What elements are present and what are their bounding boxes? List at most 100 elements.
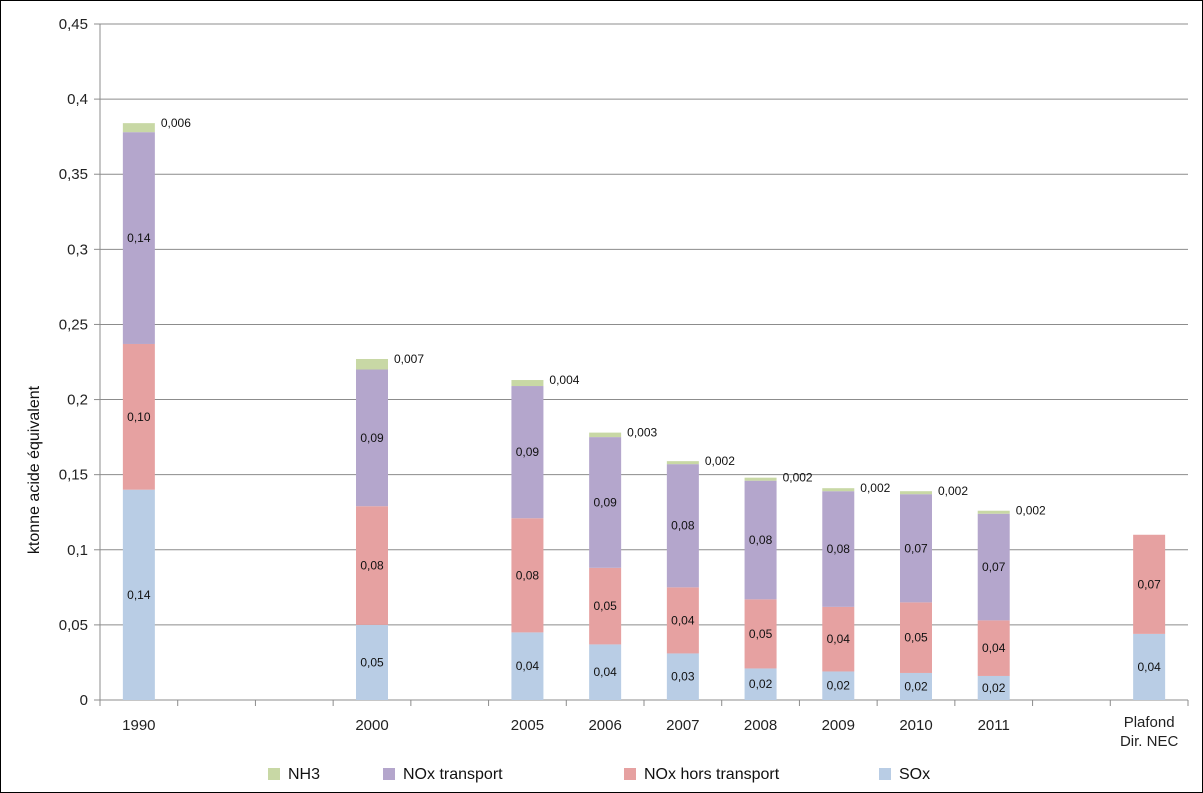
data-label: 0,02	[904, 679, 928, 693]
y-tick-label: 0,45	[59, 16, 88, 33]
bar-segment-nox-transport	[511, 386, 544, 519]
data-label: 0,07	[1137, 577, 1161, 591]
data-label-nh3: 0,002	[705, 454, 735, 468]
data-label: 0,09	[593, 495, 617, 509]
y-tick-label: 0,15	[59, 467, 88, 484]
x-tick-label: 2008	[744, 717, 777, 734]
bar-segment-nox-transport	[900, 494, 932, 603]
x-tick-label: 2000	[355, 717, 388, 734]
y-tick-label: 0,35	[59, 166, 88, 183]
x-tick-label: 2007	[666, 717, 699, 734]
bar-segment-nox-hors-transport	[744, 599, 777, 669]
data-label: 0,07	[904, 541, 928, 555]
bar-segment-nox-hors-transport	[1133, 534, 1166, 634]
data-label: 0,08	[671, 519, 695, 533]
legend-swatch-nox-hors-transport	[624, 768, 636, 780]
data-label: 0,04	[593, 665, 617, 679]
data-label: 0,04	[982, 641, 1006, 655]
data-label: 0,05	[749, 627, 773, 641]
bar-segment-nox-hors-transport	[977, 620, 1010, 676]
data-label: 0,04	[1137, 660, 1161, 674]
bar-segment-nox-transport	[744, 480, 777, 600]
data-label-nh3: 0,002	[783, 471, 813, 485]
x-tick-label: 2006	[588, 717, 621, 734]
data-label-nh3: 0,006	[161, 116, 191, 130]
bar-segment-sox	[589, 644, 622, 700]
data-label-nh3: 0,002	[1016, 504, 1046, 518]
bar-segment-sox	[900, 672, 932, 700]
data-label: 0,08	[360, 559, 384, 573]
data-label: 0,14	[127, 231, 151, 245]
data-label: 0,05	[360, 655, 384, 669]
data-label: 0,09	[516, 445, 540, 459]
x-tick-label: 2010	[899, 717, 932, 734]
y-tick-label: 0,05	[59, 617, 88, 634]
y-tick-label: 0,2	[67, 392, 88, 409]
data-label: 0,10	[127, 410, 151, 424]
data-label: 0,05	[593, 599, 617, 613]
data-label-nh3: 0,007	[394, 352, 424, 366]
bar-segment-nh3	[589, 432, 622, 438]
data-label: 0,04	[671, 613, 695, 627]
bar-segment-sox	[822, 671, 855, 700]
data-label: 0,02	[749, 677, 773, 691]
data-label: 0,14	[127, 588, 151, 602]
bar-segment-nh3	[900, 491, 932, 495]
x-tick-label: 2005	[511, 717, 544, 734]
x-tick-label: 2011	[978, 717, 1010, 734]
bar-segment-nox-hors-transport	[511, 518, 544, 633]
x-tick-label: 2009	[822, 717, 855, 734]
bar-segment-sox	[666, 653, 699, 700]
bar-segment-nox-hors-transport	[822, 606, 855, 672]
legend-label: NOx hors transport	[644, 766, 780, 783]
data-label-nh3: 0,002	[860, 481, 890, 495]
legend-label: NH3	[288, 766, 320, 783]
data-label: 0,08	[516, 568, 540, 582]
data-label-nh3: 0,003	[627, 426, 657, 440]
bar-segment-nox-hors-transport	[666, 587, 699, 654]
x-tick-label: 1990	[122, 717, 155, 734]
bar-segment-nh3	[356, 358, 388, 370]
bar-segment-sox	[356, 624, 388, 700]
bar-segment-sox	[1133, 633, 1166, 700]
bar-segment-nox-transport	[356, 369, 388, 507]
data-label: 0,04	[827, 632, 851, 646]
legend-swatch-sox	[879, 768, 891, 780]
data-label: 0,03	[671, 670, 695, 684]
bar-segment-nox-hors-transport	[900, 602, 932, 673]
data-label: 0,08	[827, 542, 851, 556]
data-label: 0,08	[749, 533, 773, 547]
x-tick-label: Plafond	[1124, 714, 1175, 731]
y-axis-label: ktonne acide équivalent	[26, 385, 43, 554]
bar-segment-nox-transport	[977, 513, 1010, 621]
legend-swatch-nh3	[268, 768, 280, 780]
data-label: 0,02	[982, 681, 1006, 695]
bar-segment-sox	[977, 675, 1010, 700]
bar-segment-nh3	[511, 380, 544, 387]
bar-segment-nox-transport	[822, 491, 855, 607]
data-label: 0,05	[904, 631, 928, 645]
data-label: 0,09	[360, 431, 384, 445]
data-label: 0,02	[827, 679, 851, 693]
bar-segment-nh3	[977, 510, 1010, 514]
bar-segment-nox-hors-transport	[122, 343, 155, 490]
data-label: 0,07	[982, 560, 1006, 574]
x-tick-label: Dir. NEC	[1120, 733, 1179, 750]
legend-swatch-nox-transport	[383, 768, 395, 780]
bar-segment-sox	[744, 668, 777, 700]
bar-segment-nox-hors-transport	[356, 506, 388, 625]
bar-segment-nh3	[666, 461, 699, 465]
bar-segment-nox-transport	[589, 437, 622, 568]
y-tick-label: 0,3	[67, 241, 88, 258]
y-tick-label: 0,1	[67, 542, 88, 559]
data-label-nh3: 0,004	[549, 373, 579, 387]
bar-segment-nh3	[122, 123, 155, 133]
data-label-nh3: 0,002	[938, 484, 968, 498]
y-tick-label: 0,4	[67, 91, 88, 108]
bar-segment-nox-hors-transport	[589, 567, 622, 645]
bar-segment-sox	[122, 489, 155, 700]
legend-label: SOx	[899, 766, 930, 783]
bar-segment-nh3	[744, 477, 777, 481]
bar-segment-sox	[511, 632, 544, 700]
y-tick-label: 0,25	[59, 316, 88, 333]
